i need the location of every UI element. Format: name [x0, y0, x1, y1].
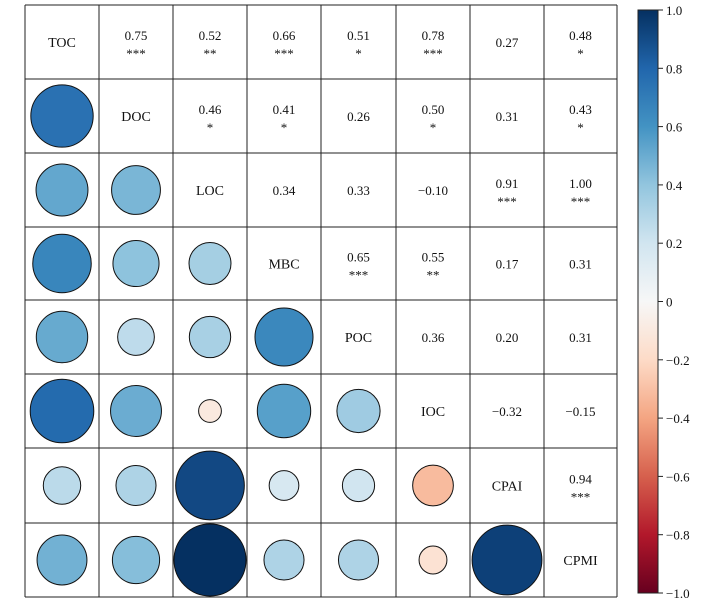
diagonal-label-doc: DOC	[121, 110, 151, 125]
colorbar-tick-label: −0.8	[666, 528, 690, 543]
correlation-circle-mbc-toc	[32, 233, 92, 294]
correlation-value-label: 0.75	[125, 28, 148, 43]
correlation-circle-loc-toc	[35, 163, 89, 217]
correlation-value-label: 0.91	[496, 176, 519, 191]
correlation-circle-cpmi-loc	[173, 523, 247, 597]
correlation-circle-poc-toc	[35, 310, 89, 364]
correlation-value-label: 0.31	[569, 330, 592, 345]
colorbar-gradient	[637, 9, 659, 594]
significance-stars: *	[281, 120, 288, 135]
correlation-circle-mbc-doc	[112, 239, 160, 288]
significance-stars: *	[577, 120, 584, 135]
significance-stars: ***	[274, 46, 294, 61]
significance-stars: ***	[571, 490, 591, 505]
diagonal-label-mbc: MBC	[268, 258, 299, 273]
correlation-circle-cpai-loc	[175, 450, 245, 521]
correlation-value-label: 0.27	[496, 35, 519, 50]
diagonal-label-cpai: CPAI	[492, 480, 523, 495]
significance-stars: *	[355, 46, 362, 61]
diagonal-label-toc: TOC	[48, 36, 76, 51]
colorbar-tick-label: −0.2	[666, 353, 690, 368]
significance-stars: *	[430, 120, 437, 135]
correlation-circle-poc-mbc	[254, 307, 314, 367]
correlation-circle-ioc-toc	[29, 378, 95, 444]
diagonal-label-ioc: IOC	[421, 405, 445, 420]
correlation-circle-cpai-mbc	[268, 470, 300, 501]
correlation-value-label: 0.65	[347, 250, 370, 265]
diagonal-label-cpmi: CPMI	[563, 554, 598, 569]
significance-stars: ***	[349, 268, 369, 283]
correlation-circle-cpai-poc	[341, 468, 376, 503]
correlation-value-label: 0.46	[199, 102, 222, 117]
correlation-circle-cpmi-ioc	[418, 545, 448, 575]
correlation-value-label: 0.17	[496, 257, 519, 272]
correlation-value-label: 0.55	[422, 250, 445, 265]
significance-stars: ***	[423, 46, 443, 61]
significance-stars: ***	[497, 194, 517, 209]
correlation-value-label: 0.48	[569, 28, 592, 43]
correlation-circle-poc-loc	[188, 315, 232, 359]
correlation-value-label: 0.41	[273, 102, 296, 117]
colorbar-tick-label: 1.0	[666, 3, 682, 18]
colorbar-tick-label: −1.0	[666, 586, 690, 601]
correlation-value-label: −0.10	[418, 183, 448, 198]
correlation-value-label: 0.50	[422, 102, 445, 117]
correlation-value-label: 0.20	[496, 330, 519, 345]
colorbar-tick-label: 0	[666, 295, 673, 310]
correlation-value-label: 0.34	[273, 183, 296, 198]
diagonal-label-loc: LOC	[196, 184, 224, 199]
correlation-value-label: 1.00	[569, 176, 592, 191]
significance-stars: **	[204, 46, 217, 61]
correlation-circle-cpai-doc	[115, 464, 157, 507]
correlation-circle-cpai-toc	[42, 466, 82, 505]
colorbar-tick-label: 0.4	[666, 178, 683, 193]
colorbar: 1.0 0.8 0.6 0.4 0.2 0 −0.2 −0.4 −0.6 −0.8 −1.0	[637, 3, 690, 601]
significance-stars: ***	[571, 194, 591, 209]
correlation-circle-poc-doc	[117, 318, 155, 356]
correlation-value-label: −0.32	[492, 404, 522, 419]
correlation-circle-cpmi-poc	[337, 539, 380, 581]
correlation-circle-ioc-poc	[336, 388, 381, 434]
correlation-circle-cpmi-toc	[36, 534, 88, 586]
colorbar-tick-label: 0.6	[666, 120, 683, 135]
significance-stars: ***	[126, 46, 146, 61]
colorbar-tick-label: 0.8	[666, 61, 682, 76]
diagonal-label-poc: POC	[345, 331, 372, 346]
correlation-circle-ioc-doc	[110, 385, 162, 437]
matrix-grid	[24, 4, 618, 598]
colorbar-tick-label: 0.2	[666, 236, 682, 251]
correlation-value-label: 0.31	[496, 109, 519, 124]
correlation-value-label: 0.31	[569, 257, 592, 272]
correlation-value-label: 0.66	[273, 28, 296, 43]
correlation-value-label: 0.26	[347, 109, 370, 124]
correlation-circle-ioc-mbc	[256, 383, 312, 439]
colorbar-tick-label: −0.4	[666, 411, 690, 426]
correlation-value-label: −0.15	[565, 404, 595, 419]
correlation-circle-loc-doc	[111, 165, 161, 215]
correlation-circle-cpmi-cpai	[471, 524, 543, 596]
correlation-circle-cpmi-doc	[111, 535, 161, 585]
correlation-circle-cpmi-mbc	[263, 539, 305, 581]
correlation-value-label: 0.36	[422, 330, 445, 345]
correlation-value-label: 0.43	[569, 102, 592, 117]
correlation-value-label: 0.78	[422, 28, 445, 43]
correlation-circle-mbc-loc	[188, 242, 232, 285]
correlation-value-label: 0.33	[347, 183, 370, 198]
correlation-value-label: 0.52	[199, 28, 222, 43]
correlation-circle-ioc-loc	[198, 399, 222, 423]
significance-stars: *	[207, 120, 214, 135]
correlation-value-label: 0.94	[569, 472, 592, 487]
colorbar-tick-label: −0.6	[666, 469, 690, 484]
significance-stars: *	[577, 46, 584, 61]
correlation-value-label: 0.51	[347, 28, 370, 43]
correlation-circle-cpai-ioc	[412, 464, 454, 507]
significance-stars: **	[427, 268, 440, 283]
correlation-circle-doc-toc	[30, 84, 94, 148]
